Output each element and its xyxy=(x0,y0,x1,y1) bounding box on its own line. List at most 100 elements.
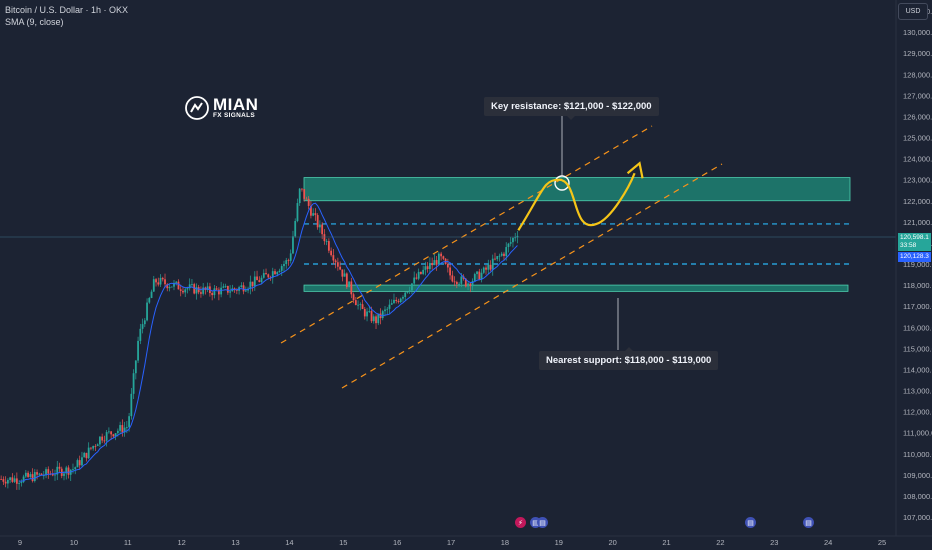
time-tick-label: 18 xyxy=(501,538,509,547)
candle-body xyxy=(388,304,391,309)
candle-body xyxy=(431,263,434,266)
candle-body xyxy=(339,266,342,270)
us-flag-icon[interactable]: ▤ xyxy=(745,517,756,528)
candle-body xyxy=(184,289,187,293)
candle-body xyxy=(381,311,384,319)
candle-body xyxy=(173,282,175,287)
candle-body xyxy=(307,198,310,206)
symbol-title[interactable]: Bitcoin / U.S. Dollar · 1h · OKX xyxy=(5,5,129,15)
candle-body xyxy=(458,283,460,285)
time-tick-label: 24 xyxy=(824,538,832,547)
time-axis[interactable]: 9 10 11 12 13 14 15 16 17 18 19 20 21 22 23 24 25 xyxy=(18,538,886,547)
candle-body xyxy=(81,457,83,466)
candle-body xyxy=(262,273,265,278)
candle-body xyxy=(29,474,32,477)
time-tick-label: 15 xyxy=(339,538,347,547)
time-tick-label: 25 xyxy=(878,538,886,547)
us-flag-icon[interactable]: ▤ xyxy=(803,517,814,528)
candle-body xyxy=(134,360,137,374)
candle-body xyxy=(13,478,16,482)
candle-body xyxy=(404,292,407,297)
candle-body xyxy=(188,284,191,289)
candle-body xyxy=(226,285,229,293)
candle-body xyxy=(496,256,499,260)
candle-body xyxy=(83,452,86,458)
time-tick-label: 9 xyxy=(18,538,22,547)
candle-body xyxy=(341,269,344,277)
candle-body xyxy=(182,290,184,293)
candle-body xyxy=(509,242,512,244)
candle-body xyxy=(78,460,81,466)
time-tick-label: 21 xyxy=(662,538,670,547)
candle-body xyxy=(303,189,306,199)
candle-body xyxy=(372,316,375,322)
candle-body xyxy=(449,267,452,276)
candle-body xyxy=(363,308,366,317)
candle-body xyxy=(65,467,68,474)
candle-body xyxy=(316,215,319,228)
candle-body xyxy=(42,475,45,477)
candle-body xyxy=(224,285,227,287)
price-tick-label: 113,000.0 xyxy=(903,387,932,396)
candle-body xyxy=(327,241,330,251)
candle-body xyxy=(72,469,74,470)
candle-body xyxy=(453,281,456,283)
candle-body xyxy=(312,213,315,216)
candle-body xyxy=(375,316,377,324)
us-flag-icon[interactable]: ▤ xyxy=(530,517,541,528)
candle-body xyxy=(146,302,148,321)
candle-body xyxy=(314,213,317,216)
candle-body xyxy=(455,281,458,285)
candle-body xyxy=(200,292,202,294)
candle-body xyxy=(229,291,232,293)
candle-body xyxy=(9,477,12,480)
candle-body xyxy=(6,479,9,484)
currency-button[interactable]: USD xyxy=(898,3,928,20)
projection-path xyxy=(517,161,644,231)
candle-body xyxy=(368,311,371,312)
lightning-icon[interactable]: ⚡ xyxy=(515,517,526,528)
candle-body xyxy=(244,290,247,292)
candle-body xyxy=(402,296,404,299)
candle-body xyxy=(397,301,400,303)
candle-body xyxy=(323,234,326,242)
candle-body xyxy=(99,436,101,445)
candle-body xyxy=(150,291,153,298)
support-callout[interactable]: Nearest support: $118,000 - $119,000 xyxy=(539,347,719,370)
candle-body xyxy=(213,288,216,296)
us-flag-icon[interactable]: ▤ xyxy=(537,517,548,528)
candle-body xyxy=(437,253,440,265)
candle-body xyxy=(473,274,476,281)
price-tick-label: 117,000.0 xyxy=(903,302,932,311)
price-axis[interactable]: 131,000.0130,000.0129,000.0128,000.0127,… xyxy=(903,7,932,522)
resistance-callout[interactable]: Key resistance: $121,000 - $122,000 xyxy=(484,97,659,120)
indicator-legend[interactable]: SMA (9, close) xyxy=(5,17,64,27)
candle-body xyxy=(249,281,252,289)
candle-body xyxy=(415,277,418,279)
candle-body xyxy=(63,473,65,476)
candle-body xyxy=(435,260,438,265)
candle-body xyxy=(233,288,236,290)
candle-body xyxy=(159,277,162,285)
candle-body xyxy=(278,270,281,273)
candle-body xyxy=(350,281,353,295)
candle-body xyxy=(422,269,425,274)
candle-body xyxy=(330,250,333,256)
time-tick-label: 20 xyxy=(608,538,616,547)
candle-body xyxy=(507,243,510,248)
candle-body xyxy=(274,271,276,275)
candle-body xyxy=(222,286,225,288)
candle-body xyxy=(110,431,113,435)
price-tick-label: 126,000.0 xyxy=(903,112,932,121)
candle-body xyxy=(211,293,214,296)
candle-body xyxy=(112,434,115,437)
candle-body xyxy=(47,469,50,474)
price-tick-label: 115,000.0 xyxy=(903,344,932,353)
price-tick-label: 129,000.0 xyxy=(903,49,932,58)
candle-body xyxy=(471,280,474,287)
candle-body xyxy=(94,445,97,447)
candle-body xyxy=(494,258,496,260)
support-zone xyxy=(303,284,849,292)
candle-body xyxy=(92,445,95,449)
